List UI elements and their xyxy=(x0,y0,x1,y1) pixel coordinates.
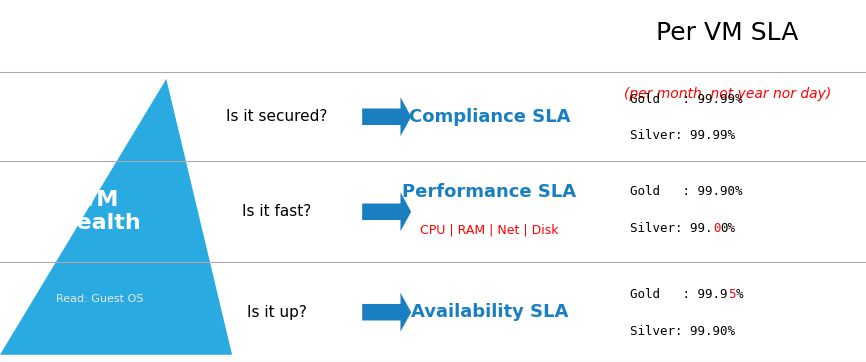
Text: Silver: 99.: Silver: 99. xyxy=(630,222,713,235)
Text: Read: Guest OS: Read: Guest OS xyxy=(56,294,143,304)
Text: Gold   : 99.9: Gold : 99.9 xyxy=(630,289,728,301)
Text: Is it up?: Is it up? xyxy=(247,305,307,320)
Text: 5: 5 xyxy=(728,289,735,301)
Text: Gold   : 99.99%: Gold : 99.99% xyxy=(630,93,743,106)
Text: Performance SLA: Performance SLA xyxy=(402,183,577,201)
Text: Availability SLA: Availability SLA xyxy=(410,303,568,321)
Polygon shape xyxy=(0,79,232,355)
Text: Gold   : 99.90%: Gold : 99.90% xyxy=(630,185,743,198)
Text: VM
Health: VM Health xyxy=(58,190,141,233)
Text: Is it secured?: Is it secured? xyxy=(226,109,328,124)
Text: Silver: 99.99%: Silver: 99.99% xyxy=(630,129,735,142)
Text: 0%: 0% xyxy=(721,222,735,235)
Text: Is it fast?: Is it fast? xyxy=(242,204,312,219)
Text: 0: 0 xyxy=(713,222,721,235)
Text: Silver: 99.90%: Silver: 99.90% xyxy=(630,325,735,337)
Text: Compliance SLA: Compliance SLA xyxy=(409,108,570,126)
Text: CPU | RAM | Net | Disk: CPU | RAM | Net | Disk xyxy=(420,223,559,236)
Text: (per month, not year nor day): (per month, not year nor day) xyxy=(624,87,831,101)
Text: Per VM SLA: Per VM SLA xyxy=(656,21,798,45)
Text: %: % xyxy=(735,289,743,301)
